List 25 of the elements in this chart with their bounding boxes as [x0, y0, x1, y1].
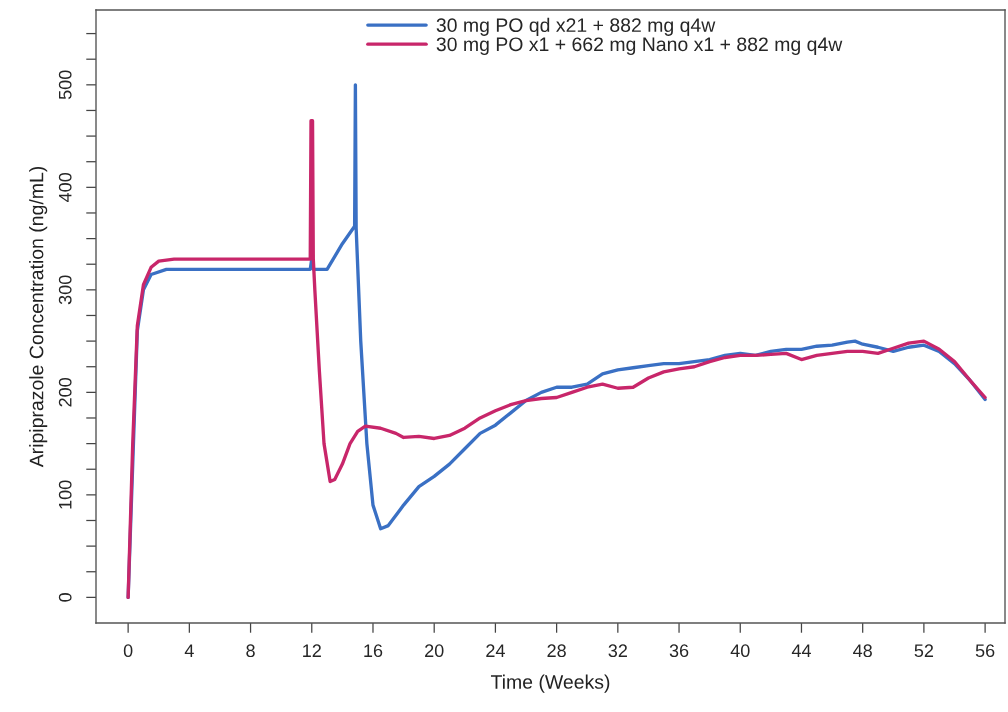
y-tick-label: 100 [58, 480, 72, 509]
y-tick-label: 500 [58, 70, 72, 100]
x-tick-label: 40 [730, 644, 750, 658]
y-tick-label: 200 [58, 378, 72, 407]
y-tick-label: 0 [58, 593, 72, 602]
x-tick-label: 56 [975, 644, 995, 658]
x-tick-label: 20 [425, 644, 444, 658]
x-tick-label: 32 [608, 644, 627, 658]
x-tick-label: 48 [853, 644, 872, 658]
x-tick-label: 36 [669, 644, 689, 658]
legend-label: 30 mg PO x1 + 662 mg Nano x1 + 882 mg q4w [436, 37, 843, 55]
y-tick-label: 400 [58, 172, 72, 202]
x-tick-label: 12 [303, 644, 321, 657]
legend-label: 30 mg PO qd x21 + 882 mg q4w [436, 17, 716, 36]
x-tick-label: 28 [547, 644, 566, 658]
x-tick-label: 16 [364, 644, 383, 658]
x-tick-label: 4 [184, 644, 194, 657]
x-tick-label: 24 [486, 644, 505, 657]
x-tick-label: 52 [914, 644, 934, 658]
y-axis-title: Aripiprazole Concentration (ng/mL) [29, 166, 48, 468]
x-tick-label: 44 [791, 644, 811, 657]
x-axis-title: Time (Weeks) [490, 674, 610, 693]
x-tick-label: 8 [246, 644, 255, 658]
y-tick-label: 300 [58, 275, 72, 305]
x-tick-label: 0 [123, 644, 133, 658]
